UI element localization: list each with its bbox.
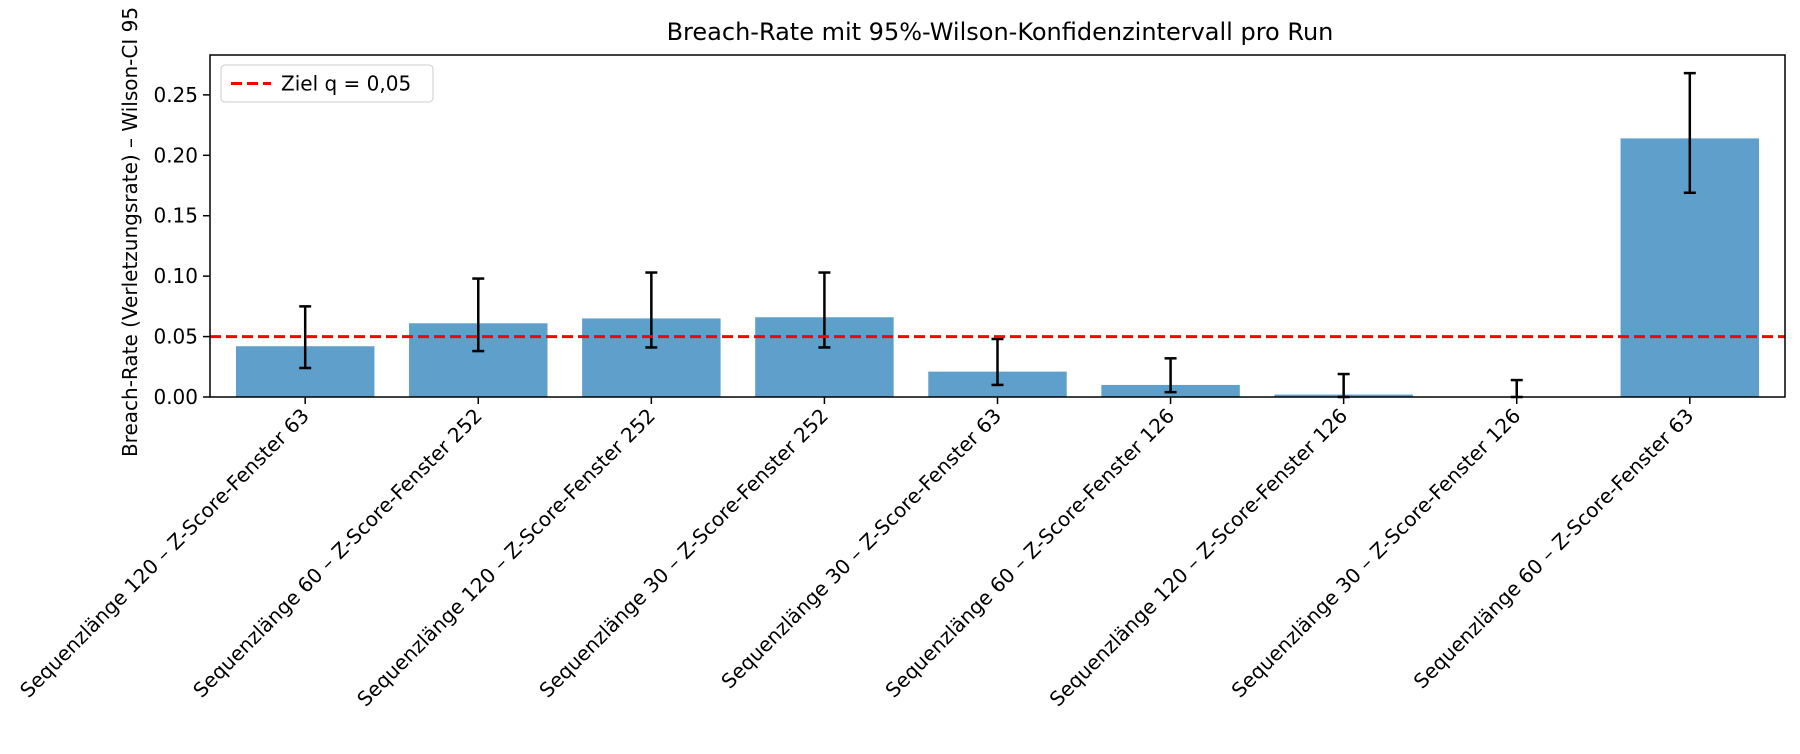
y-tick-label: 0.20 — [153, 143, 198, 167]
y-axis-label: Breach-Rate (Verletzungsrate) – Wilson-C… — [118, 7, 142, 457]
y-tick-label: 0.25 — [153, 83, 198, 107]
x-tick-label: Sequenzlänge 30 – Z-Score-Fenster 63 — [716, 404, 1006, 694]
x-tick-label: Sequenzlänge 120 – Z-Score-Fenster 126 — [1045, 404, 1353, 712]
x-tick-label: Sequenzlänge 30 – Z-Score-Fenster 126 — [1227, 404, 1526, 703]
chart-title: Breach-Rate mit 95%-Wilson-Konfidenzinte… — [667, 18, 1334, 46]
x-tick-label: Sequenzlänge 120 – Z-Score-Fenster 63 — [15, 404, 314, 703]
x-tick-label: Sequenzlänge 120 – Z-Score-Fenster 252 — [352, 404, 660, 712]
y-tick-label: 0.10 — [153, 264, 198, 288]
x-tick-label: Sequenzlänge 60 – Z-Score-Fenster 252 — [188, 404, 487, 703]
x-tick-label: Sequenzlänge 30 – Z-Score-Fenster 252 — [534, 404, 833, 703]
y-tick-label: 0.05 — [153, 325, 198, 349]
x-tick-label: Sequenzlänge 60 – Z-Score-Fenster 126 — [880, 404, 1179, 703]
y-tick-label: 0.15 — [153, 204, 198, 228]
legend-label: Ziel q = 0,05 — [281, 72, 411, 96]
legend — [220, 64, 434, 103]
y-tick-label: 0.00 — [153, 385, 198, 409]
plot-area: 0.00 0.05 0.10 0.15 0.20 0.25 Sequenzlänge 120… — [15, 54, 1786, 712]
x-tick-label: Sequenzlänge 60 – Z-Score-Fenster 63 — [1409, 404, 1699, 694]
